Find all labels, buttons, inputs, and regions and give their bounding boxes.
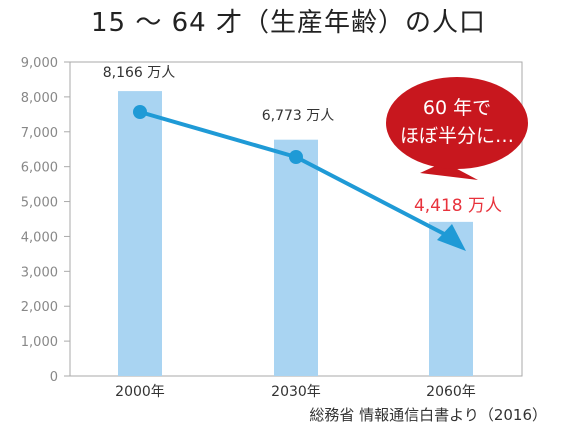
y-axis: 0 1,000 2,000 3,000 4,000 5,000 6,000 7,000 8,00… [21, 56, 70, 385]
bubble-body [386, 77, 528, 169]
y-tick-label: 8,000 [21, 91, 58, 106]
y-tick-label: 5,000 [21, 196, 58, 211]
arrow-head [437, 224, 466, 251]
x-tick-label: 2000年 [115, 384, 165, 400]
bar [429, 221, 473, 376]
chart-title: 15 ～ 64 才（生産年齢）の人口 [91, 8, 486, 38]
data-label: 6,773 万人 [262, 108, 335, 124]
y-tick-label: 1,000 [21, 335, 58, 350]
y-tick-label: 4,000 [21, 230, 58, 245]
y-tick-label: 6,000 [21, 161, 58, 176]
callout-line: 60 年で [423, 97, 491, 119]
callout-line: ほぼ半分に… [400, 125, 514, 147]
y-tick-label: 3,000 [21, 265, 58, 280]
y-tick-label: 2,000 [21, 300, 58, 315]
trend-line [133, 105, 466, 251]
data-labels: 8,166 万人 6,773 万人 4,418 万人 [103, 65, 502, 216]
trend-point [133, 105, 147, 119]
data-label: 8,166 万人 [103, 65, 176, 81]
callout-bubble: 60 年でほぼ半分に… [386, 77, 528, 180]
trend-point [289, 150, 303, 164]
source-note: 総務省 情報通信白書より（2016） [309, 406, 547, 424]
x-tick-label: 2030年 [271, 384, 321, 400]
bars [118, 91, 473, 376]
x-axis: 2000年 2030年 2060年 [115, 384, 476, 400]
y-tick-label: 7,000 [21, 126, 58, 141]
bar [274, 139, 318, 376]
bar [118, 91, 162, 376]
data-label: 4,418 万人 [414, 196, 502, 216]
y-tick-label: 0 [50, 370, 58, 385]
y-tick-label: 9,000 [21, 56, 58, 71]
x-tick-label: 2060年 [426, 384, 476, 400]
